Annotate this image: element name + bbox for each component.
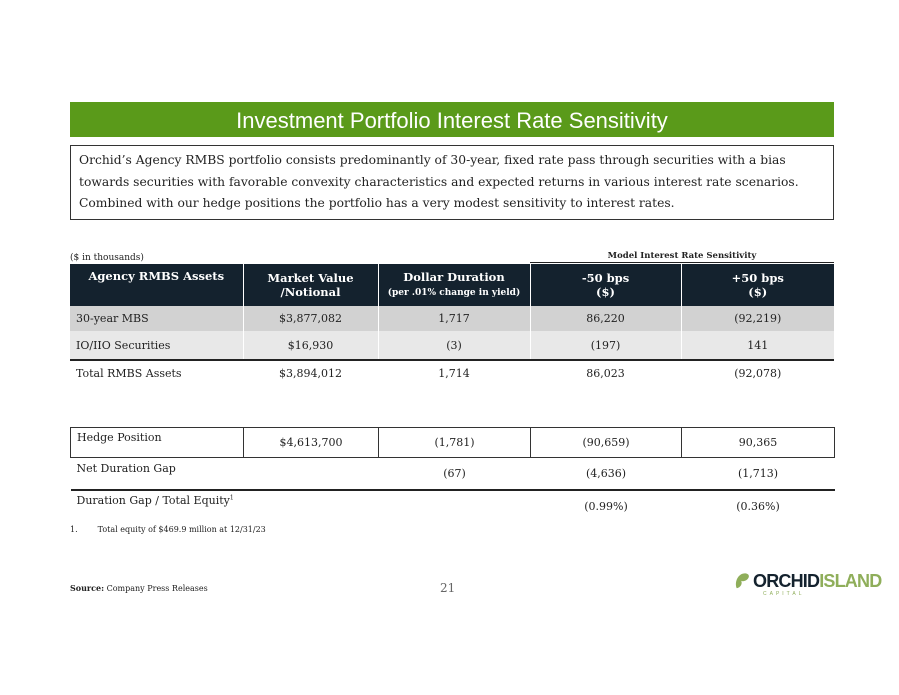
total-row: Total RMBS Assets $3,894,012 1,714 86,023 (9… xyxy=(70,359,834,397)
source-note: Source: Company Press Releases xyxy=(70,583,208,593)
assets-table: Agency RMBS Assets Market Value/Notional… xyxy=(70,264,834,397)
cell: $16,930 xyxy=(242,331,378,360)
header-dollar-duration: Dollar Duration (per .01% change in yield… xyxy=(377,264,530,306)
table-row: 30-year MBS $3,877,082 1,717 86,220 (92,219) xyxy=(70,306,834,331)
cell: 90,365 xyxy=(681,427,835,458)
slide-title: Investment Portfolio Interest Rate Sensi… xyxy=(70,102,834,137)
header-plus-50: +50 bps ($) xyxy=(680,264,834,306)
cell xyxy=(244,490,379,521)
orchid-island-logo: ORCHIDISLAND CAPITAL xyxy=(733,570,893,602)
footnote: 1. Total equity of $469.9 million at 12/3… xyxy=(70,525,266,534)
cell: (67) xyxy=(378,457,531,491)
header-row: Agency RMBS Assets Market Value/Notional… xyxy=(70,264,834,306)
cell: 86,023 xyxy=(529,359,681,397)
cell: Hedge Position xyxy=(70,427,244,458)
cell xyxy=(379,490,531,521)
cell: $3,877,082 xyxy=(242,306,378,331)
cell: $3,894,012 xyxy=(242,359,378,397)
cell: Duration Gap / Total Equity1 xyxy=(76,494,234,507)
cell: (197) xyxy=(529,331,681,360)
cell: 141 xyxy=(680,331,834,360)
cell: IO/IIO Securities xyxy=(70,331,243,360)
cell: (90,659) xyxy=(530,427,682,458)
hedge-table: Hedge Position $4,613,700 (1,781) (90,659) 9… xyxy=(70,427,835,521)
cell: (3) xyxy=(377,331,530,360)
cell: 86,220 xyxy=(529,306,681,331)
cell: 1,717 xyxy=(377,306,530,331)
table-row: Duration Gap / Total Equity1 (0.99%) (0.36… xyxy=(71,490,835,521)
intro-text-box: Orchid’s Agency RMBS portfolio consists … xyxy=(70,145,834,220)
orchid-leaf-icon xyxy=(735,573,749,589)
cell: Total RMBS Assets xyxy=(70,359,243,397)
page-number: 21 xyxy=(440,581,456,595)
sensitivity-header: Model Interest Rate Sensitivity xyxy=(530,251,834,263)
header-assets: Agency RMBS Assets xyxy=(70,264,243,306)
units-note: ($ in thousands) xyxy=(70,253,144,263)
table-row: Hedge Position $4,613,700 (1,781) (90,659) 9… xyxy=(70,427,835,458)
cell: (0.99%) xyxy=(584,499,628,513)
cell: $4,613,700 xyxy=(243,427,379,458)
cell: (1,781) xyxy=(378,427,531,458)
cell: (1,713) xyxy=(681,457,835,491)
cell: Net Duration Gap xyxy=(70,457,244,491)
cell: (92,219) xyxy=(680,306,834,331)
cell: (4,636) xyxy=(530,457,682,491)
table-row: IO/IIO Securities $16,930 (3) (197) 141 xyxy=(70,331,834,360)
header-market-value: Market Value/Notional xyxy=(242,264,378,306)
cell: 30-year MBS xyxy=(70,306,243,331)
cell: (92,078) xyxy=(680,359,834,397)
cell: (0.36%) xyxy=(736,499,780,513)
cell: 1,714 xyxy=(377,359,530,397)
table-row: Net Duration Gap (67) (4,636) (1,713) xyxy=(70,457,835,491)
header-minus-50: -50 bps ($) xyxy=(529,264,681,306)
cell xyxy=(243,457,379,491)
